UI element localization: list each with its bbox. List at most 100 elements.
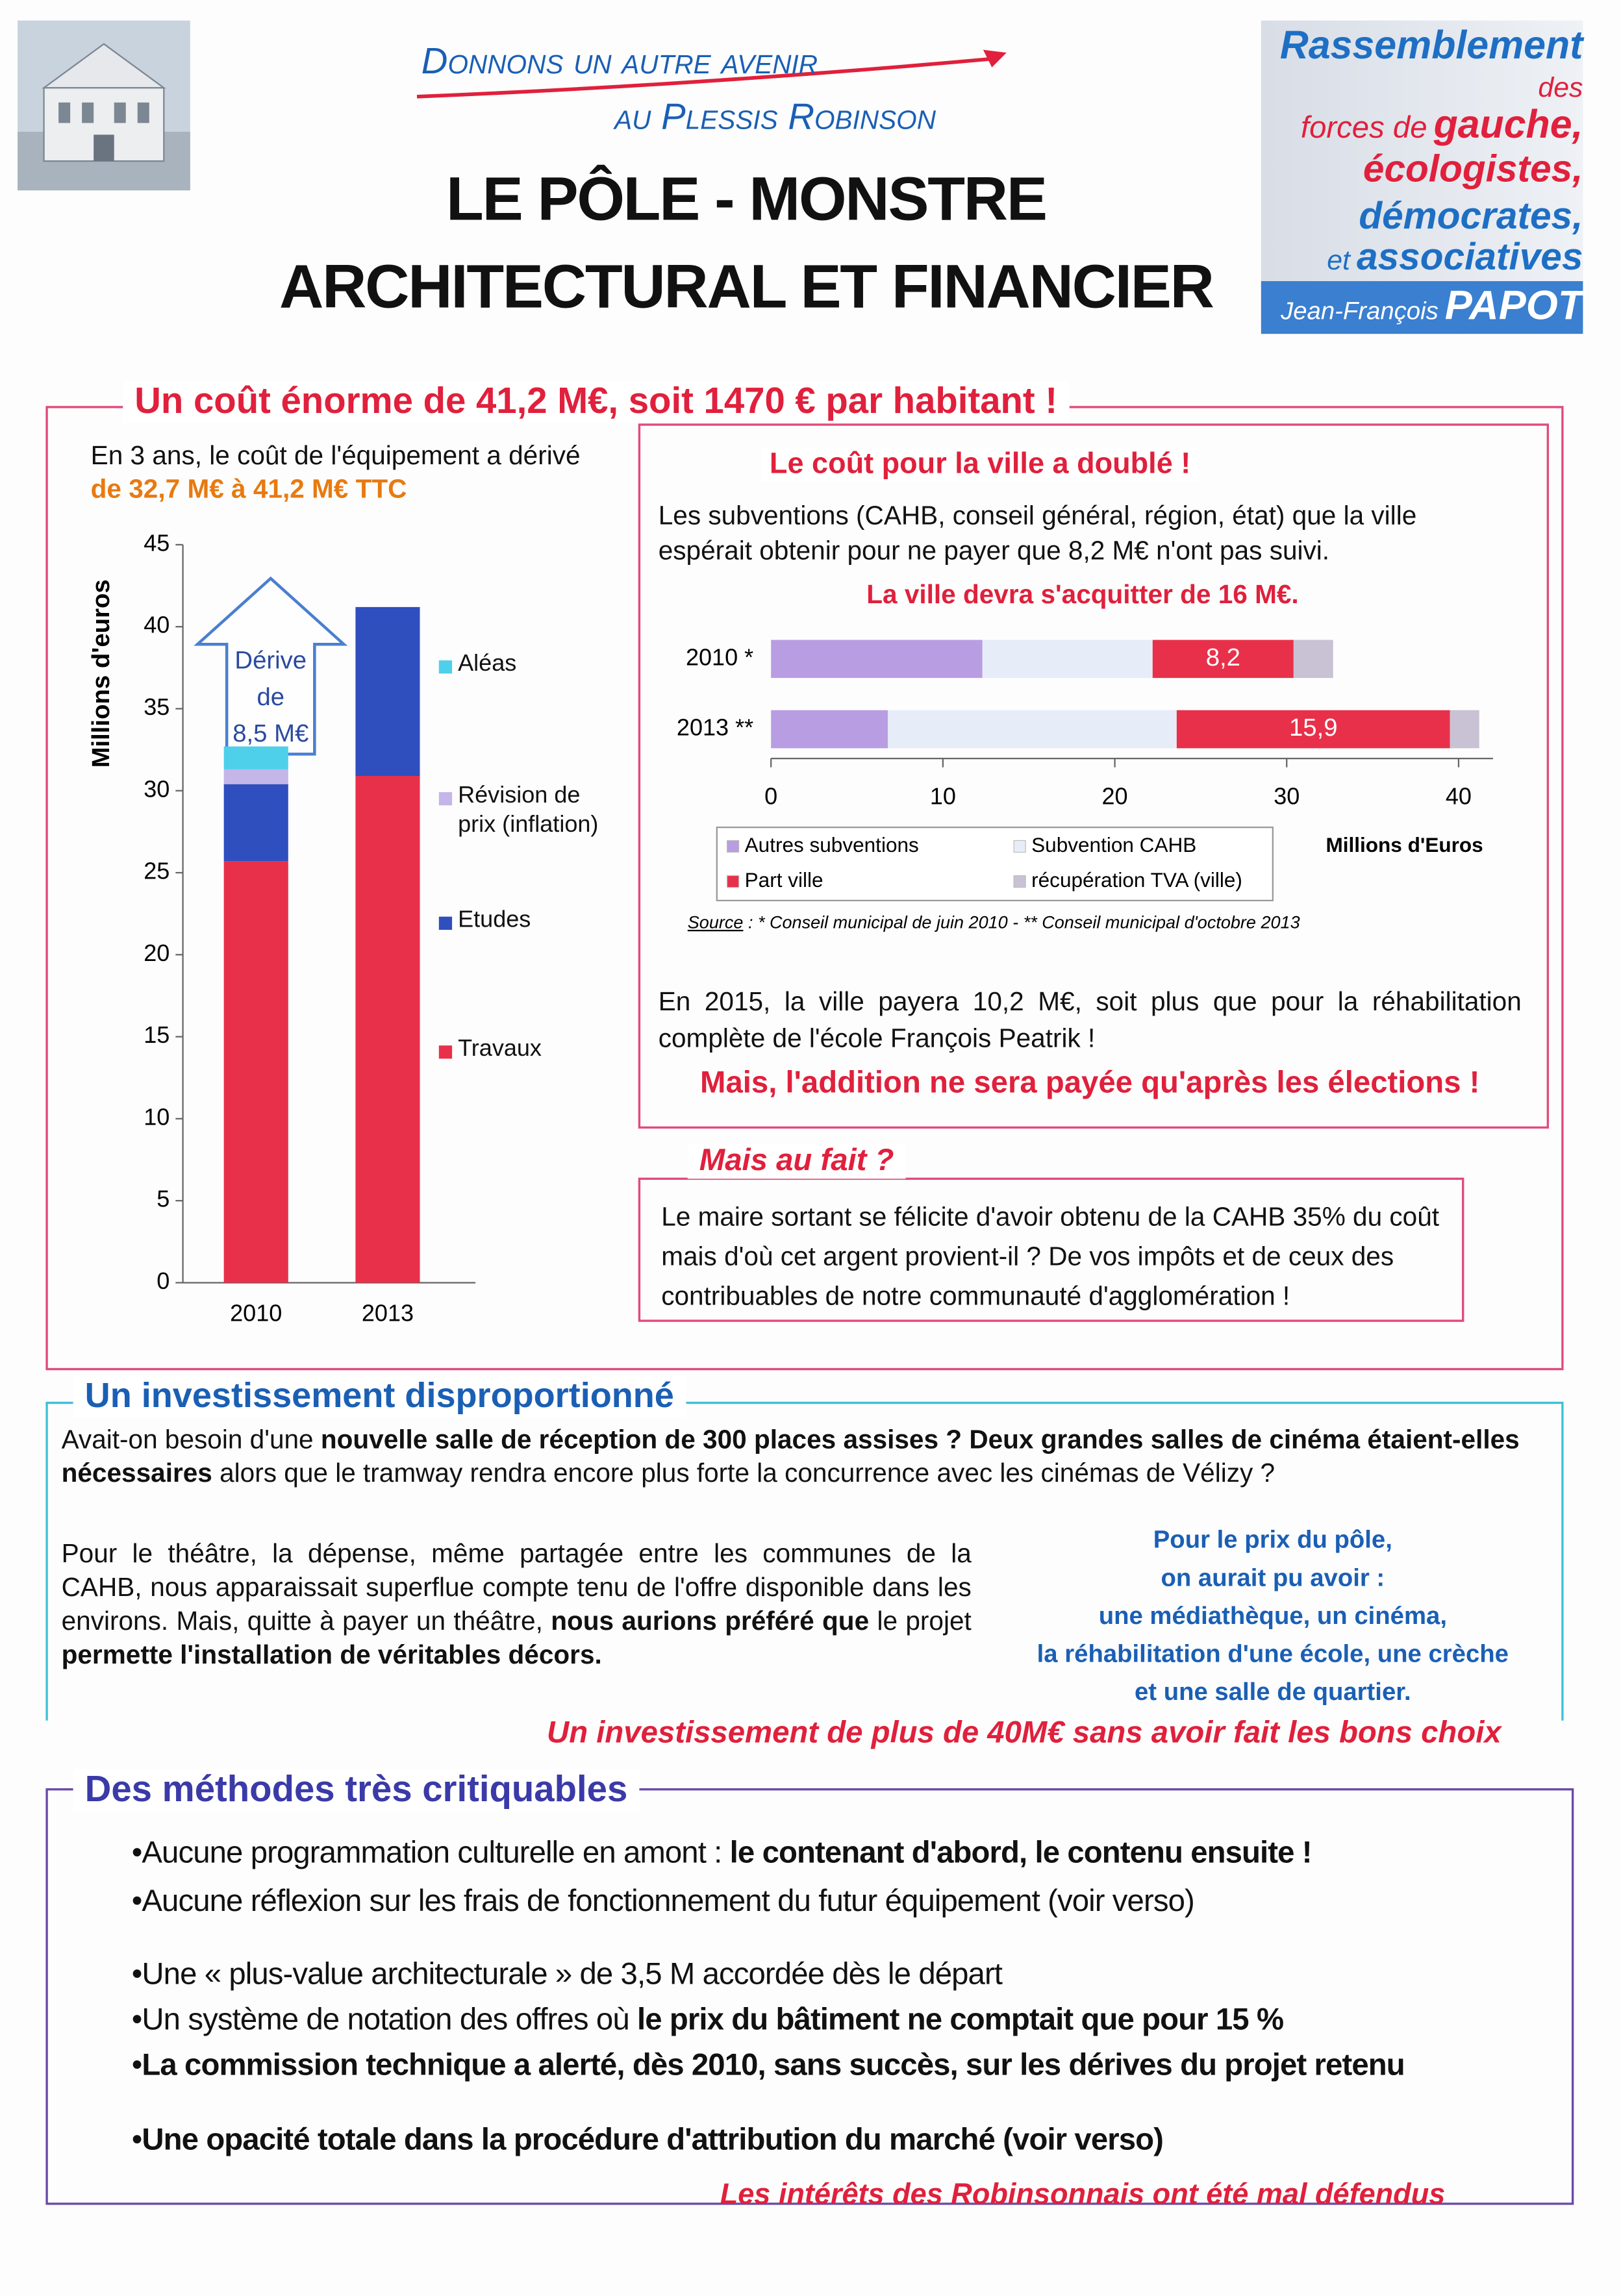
value-label: 8,2 xyxy=(1206,643,1240,671)
x-tick-label: 2013 xyxy=(362,1300,414,1327)
source-label: Source xyxy=(687,912,744,933)
sidebar-line: et une salle de quartier. xyxy=(1135,1678,1411,1706)
y-tick-label: 25 xyxy=(144,858,170,884)
text-run: nouvelle salle de réception de 300 place… xyxy=(61,1425,1520,1488)
legend-swatch xyxy=(438,660,453,674)
box-text: Les subventions (CAHB, conseil général, … xyxy=(658,501,1417,566)
logo-line: forces de gauche, xyxy=(1301,103,1583,148)
main-title: LE PÔLE - MONSTRE xyxy=(446,164,1048,233)
logo-text: Rassemblement xyxy=(1279,23,1583,68)
annotation: 8,5 M€ xyxy=(232,719,308,747)
sidebar-line: la réhabilitation d'une école, une crèch… xyxy=(1037,1640,1509,1668)
slogan: Donnons un autre avenir xyxy=(421,41,818,82)
box-frame xyxy=(638,423,1550,1129)
annotation: Dérive xyxy=(234,646,307,674)
section-frame xyxy=(45,1401,1564,1721)
text-run: nous aurions préféré que xyxy=(551,1606,870,1636)
text-run: Aucune réflexion sur les frais de foncti… xyxy=(142,1884,1194,1919)
sidebar-line: on aurait pu avoir : xyxy=(1161,1564,1385,1592)
bar-segment xyxy=(771,640,983,679)
x-tick-label: 40 xyxy=(1446,783,1472,810)
logo-text: des xyxy=(1538,73,1583,105)
paragraph: Avait-on besoin d'une nouvelle salle de … xyxy=(62,1423,1554,1491)
bullet-dot: • xyxy=(131,2003,143,2037)
x-tick-label: 2010 xyxy=(230,1300,282,1327)
x-tick-label: 30 xyxy=(1274,783,1300,810)
bar-segment xyxy=(1176,710,1450,749)
box-highlight: La ville devra s'acquitter de 16 M€. xyxy=(866,580,1299,610)
bar-segment xyxy=(223,769,288,784)
text-run: le projet xyxy=(869,1606,972,1636)
legend-swatch xyxy=(438,792,453,806)
text-run: le contenant d'abord, le contenu ensuite… xyxy=(729,1836,1313,1870)
box-frame xyxy=(638,1177,1464,1322)
intro-text: En 3 ans, le coût de l'équipement a déri… xyxy=(91,440,603,507)
main-title: ARCHITECTURAL ET FINANCIER xyxy=(279,251,1214,321)
box-text: Le maire sortant se félicite d'avoir obt… xyxy=(661,1202,1440,1311)
town-hall-picture xyxy=(18,20,190,191)
x-tick-label: 0 xyxy=(764,783,777,810)
y-tick-label: 10 xyxy=(144,1103,170,1130)
text-run: En 3 ans, le coût de l'équipement a déri… xyxy=(90,440,581,470)
bar-segment xyxy=(355,606,420,777)
text-run: Pour le théâtre, la dépense, même partag… xyxy=(61,1539,972,1636)
text-run: Un système de notation des offres où xyxy=(142,2003,638,2037)
logo-line: Rassemblement xyxy=(1280,23,1583,69)
conclusion: Un investissement de plus de 40M€ sans a… xyxy=(547,1716,1502,1750)
y-tick-label: 35 xyxy=(144,693,170,720)
logo-text: gauche, xyxy=(1433,102,1583,147)
y-tick-label: 30 xyxy=(144,775,170,802)
bullet: •Un système de notation des offres où le… xyxy=(131,2003,1284,2038)
bar-segment xyxy=(1152,640,1294,679)
legend-label: Part ville xyxy=(745,868,823,892)
logo-line: Jean-François PAPOT xyxy=(1281,282,1583,329)
bar-segment xyxy=(1450,710,1479,749)
bar-segment xyxy=(355,776,420,1283)
y-tick-label: 15 xyxy=(144,1021,170,1048)
text-run: Une opacité totale dans la procédure d'a… xyxy=(142,2123,1164,2157)
source-text: : * Conseil municipal de juin 2010 - ** … xyxy=(743,912,1300,933)
logo-line: démocrates, xyxy=(1359,193,1583,239)
legend-box xyxy=(716,827,1274,902)
sidebar-line: une médiathèque, un cinéma, xyxy=(1098,1602,1447,1630)
logo-text: Jean-François xyxy=(1281,297,1439,325)
legend-label: Etudes xyxy=(458,908,531,933)
bullet: •La commission technique a alerté, dès 2… xyxy=(132,2049,1405,2084)
bar-segment xyxy=(223,861,288,1283)
bullet-dot: • xyxy=(131,2123,143,2157)
section-frame xyxy=(45,1788,1574,2205)
legend-swatch xyxy=(1013,840,1026,853)
legend-label: Révision de prix (inflation) xyxy=(458,783,599,838)
y-tick-label: 2010 * xyxy=(686,643,753,670)
bar-segment xyxy=(888,710,1177,749)
bullet-dot: • xyxy=(131,2048,143,2082)
logo-text: associatives xyxy=(1356,234,1583,279)
x-tick-label: 10 xyxy=(930,783,956,810)
legend-label: Subvention CAHB xyxy=(1031,833,1196,856)
x-tick-label: 20 xyxy=(1102,783,1128,810)
legend-label: Autres subventions xyxy=(745,833,919,856)
sidebar-line: Pour le prix du pôle, xyxy=(1153,1525,1392,1554)
box-text: En 2015, la ville payera 10,2 M€, soit p… xyxy=(658,986,1522,1053)
y-tick-label: 40 xyxy=(144,612,170,638)
text-run: Avait-on besoin d'une xyxy=(61,1425,321,1454)
text-run: de 32,7 M€ à 41,2 M€ TTC xyxy=(90,474,407,504)
logo-line: des xyxy=(1538,73,1583,106)
bar-segment xyxy=(223,746,288,769)
bullet-dot: • xyxy=(131,1958,143,1991)
section-title: Un coût énorme de 41,2 M€, soit 1470 € p… xyxy=(123,381,1070,423)
legend-swatch xyxy=(438,1045,453,1059)
slogan: au Plessis Robinson xyxy=(614,96,936,138)
box-highlight: Mais, l'addition ne sera payée qu'après … xyxy=(700,1066,1480,1100)
box-title: Mais au fait ? xyxy=(687,1143,906,1179)
bullet-dot: • xyxy=(131,1836,143,1870)
annotation: de xyxy=(257,683,284,711)
y-tick-label: 20 xyxy=(144,940,170,966)
y-tick-label: 5 xyxy=(157,1186,170,1212)
logo-text: démocrates, xyxy=(1359,193,1583,238)
logo-text: et xyxy=(1327,245,1350,277)
slogan-arrow xyxy=(416,56,996,99)
legend-label: Travaux xyxy=(458,1036,542,1062)
